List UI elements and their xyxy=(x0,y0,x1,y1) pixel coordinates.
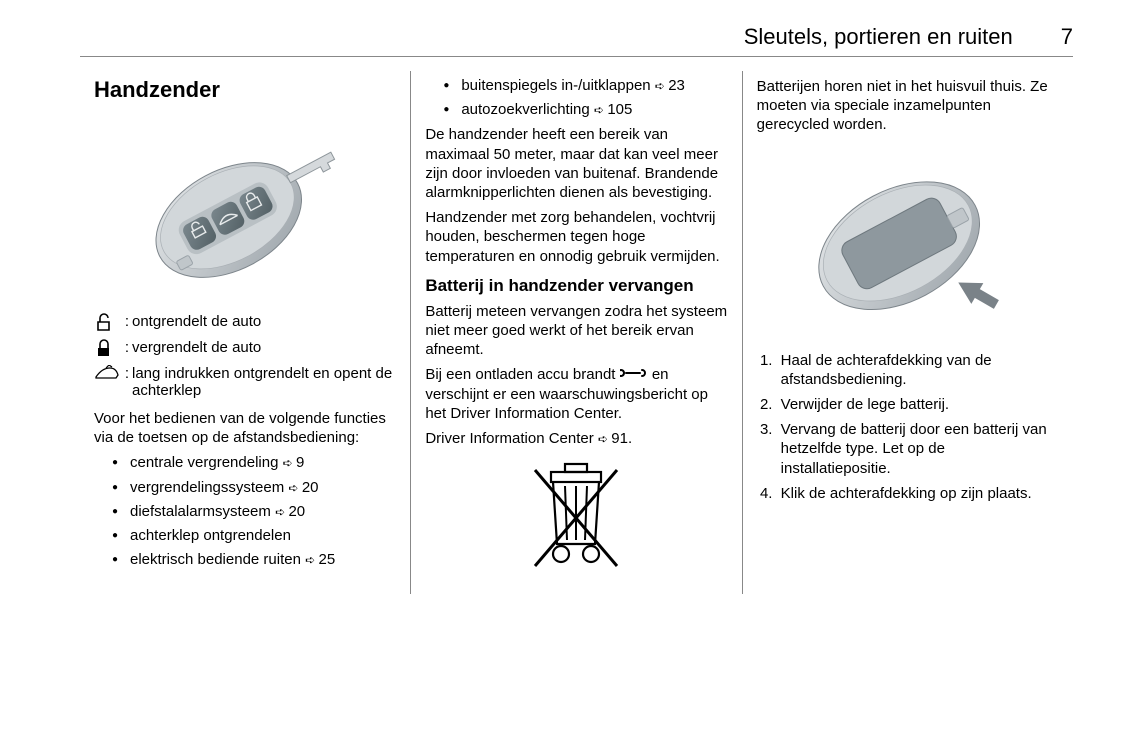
col2-bullet-list-top: buitenspiegels in-/uitklappen 23 autozoe… xyxy=(443,76,727,119)
step-item: Vervang de batterij door een batterij va… xyxy=(777,420,1059,478)
list-item: elektrisch bediende ruiten 25 xyxy=(112,550,396,569)
xref: 91 xyxy=(598,429,628,448)
col2-para-warning: Bij een ontladen accu brandt en verschij… xyxy=(425,365,727,423)
col3-steps: Haal de achterafdekking van de afstandsb… xyxy=(777,351,1059,503)
col2-para-care: Handzender met zorg behandelen, vochtvri… xyxy=(425,208,727,266)
subheading-battery: Batterij in handzender vervangen xyxy=(425,276,727,296)
key-back-illustration xyxy=(778,141,1038,341)
list-item: centrale vergrendeling 9 xyxy=(112,453,396,472)
xref: 105 xyxy=(594,100,632,119)
lock-desc: vergrendelt de auto xyxy=(132,339,396,356)
colon: : xyxy=(122,313,132,330)
step-item: Haal de achterafdekking van de afstandsb… xyxy=(777,351,1059,389)
arrow-icon xyxy=(952,272,1002,315)
xref: 20 xyxy=(288,478,318,497)
list-item: achterklep ontgrendelen xyxy=(112,526,396,545)
list-item: autozoekverlichting 105 xyxy=(443,100,727,119)
section-heading: Handzender xyxy=(94,77,396,103)
xref: 23 xyxy=(655,76,685,95)
figure-key-back xyxy=(757,141,1059,341)
col2-para-replace: Batterij meteen vervangen zodra het syst… xyxy=(425,302,727,360)
colon: : xyxy=(122,339,132,356)
unlock-icon xyxy=(94,313,122,335)
col1-bullet-list: centrale vergrendeling 9 vergrendelingss… xyxy=(112,453,396,569)
page-header: Sleutels, portieren en ruiten 7 xyxy=(80,24,1073,57)
column-2: buitenspiegels in-/uitklappen 23 autozoe… xyxy=(410,71,741,594)
key-remote-illustration xyxy=(115,113,375,303)
col1-intro: Voor het bedienen van de volgende functi… xyxy=(94,409,396,447)
xref: 20 xyxy=(275,502,305,521)
column-3: Batterijen horen niet in het huisvuil th… xyxy=(742,71,1073,594)
unlock-desc: ontgrendelt de auto xyxy=(132,313,396,330)
tailgate-icon xyxy=(94,365,122,385)
icon-definition-list: : ontgrendelt de auto : vergrendelt de a… xyxy=(94,313,396,399)
list-item: vergrendelingssysteem 20 xyxy=(112,478,396,497)
colon: : xyxy=(122,365,132,382)
step-item: Klik de achterafdekking op zijn plaats. xyxy=(777,484,1059,503)
tailgate-desc: lang indrukken ontgrendelt en opent de a… xyxy=(132,365,396,399)
list-item: buitenspiegels in-/uitklappen 23 xyxy=(443,76,727,95)
column-1: Handzender xyxy=(80,71,410,594)
xref: 25 xyxy=(305,550,335,569)
col3-para-recycle: Batterijen horen niet in het huisvuil th… xyxy=(757,77,1059,135)
crossed-bin-icon xyxy=(511,454,641,584)
figure-no-dispose xyxy=(425,454,727,584)
page-number: 7 xyxy=(1061,24,1073,50)
step-item: Verwijder de lege batterij. xyxy=(777,395,1059,414)
header-title: Sleutels, portieren en ruiten xyxy=(744,24,1013,50)
lock-icon xyxy=(94,339,122,361)
list-item: diefstalalarmsysteem 20 xyxy=(112,502,396,521)
col2-para-range: De handzender heeft een bereik van maxim… xyxy=(425,125,727,202)
page: Sleutels, portieren en ruiten 7 Handzend… xyxy=(0,0,1123,750)
col2-para-dic: Driver Information Center 91. xyxy=(425,429,727,448)
wrench-icon xyxy=(620,366,648,385)
xref: 9 xyxy=(283,453,305,472)
figure-key-remote xyxy=(94,113,396,303)
columns: Handzender xyxy=(80,71,1073,594)
